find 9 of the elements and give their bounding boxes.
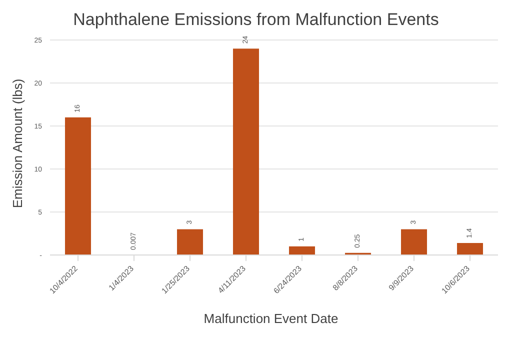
bar: [233, 48, 259, 255]
chart-title: Naphthalene Emissions from Malfunction Events: [72, 10, 440, 30]
x-axis-title: Malfunction Event Date: [202, 311, 340, 326]
bar: [457, 242, 483, 255]
bar: [177, 229, 203, 255]
bar: [65, 117, 91, 255]
bar: [289, 246, 315, 255]
y-axis-title: Emission Amount (lbs): [10, 78, 26, 208]
bar: [401, 229, 427, 255]
